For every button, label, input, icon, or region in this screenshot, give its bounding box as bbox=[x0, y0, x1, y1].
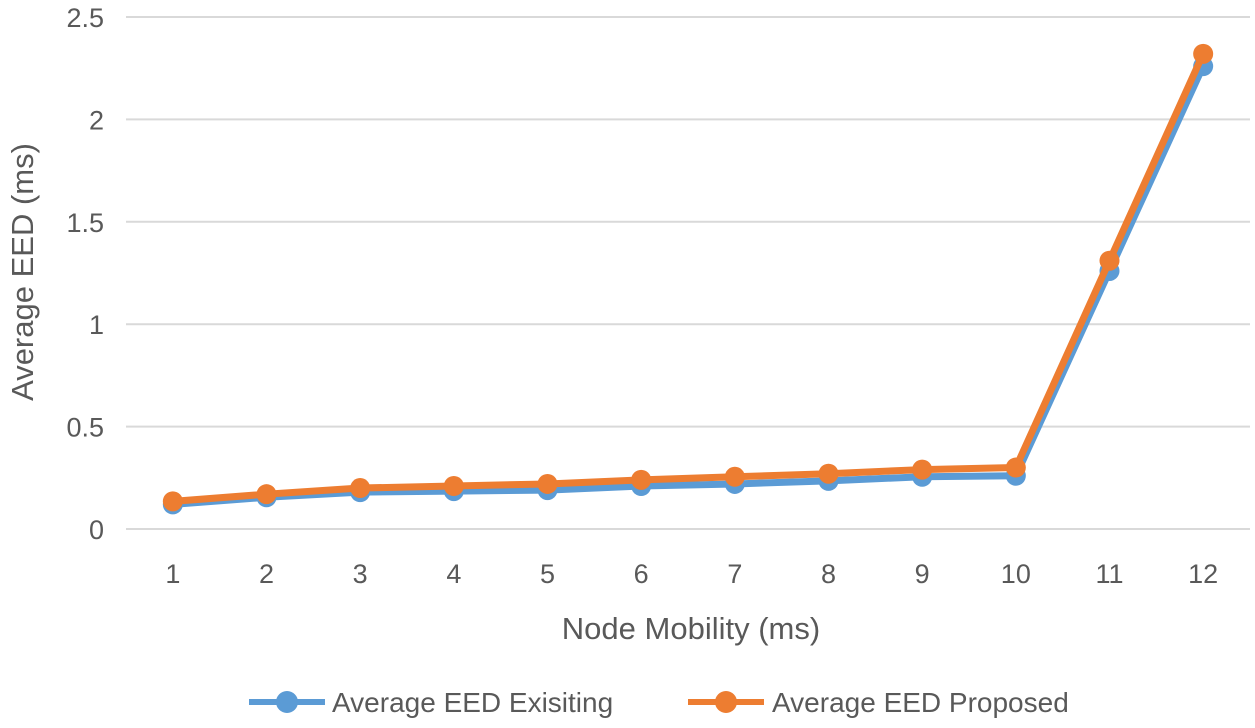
x-tick-label: 11 bbox=[1095, 559, 1123, 589]
x-tick-label: 12 bbox=[1188, 559, 1218, 589]
data-point bbox=[818, 463, 839, 484]
data-point bbox=[631, 469, 652, 490]
x-tick-label: 4 bbox=[446, 559, 461, 589]
y-tick-label: 1 bbox=[89, 310, 104, 340]
series-line bbox=[169, 62, 1207, 508]
data-point bbox=[724, 466, 745, 487]
legend-item-existing: Average EED Exisiting bbox=[249, 687, 613, 718]
series-existing bbox=[162, 56, 1214, 515]
series-line bbox=[169, 50, 1207, 505]
legend-marker-existing bbox=[276, 691, 298, 713]
y-tick-label: 0.5 bbox=[66, 413, 104, 443]
y-tick-label: 2.5 bbox=[66, 3, 104, 33]
y-axis-title: Average EED (ms) bbox=[5, 143, 40, 401]
x-tick-label: 1 bbox=[165, 559, 180, 589]
data-point bbox=[443, 475, 464, 496]
data-point bbox=[256, 484, 277, 505]
x-tick-label: 5 bbox=[540, 559, 555, 589]
x-axis-ticks: 1 2 3 4 5 6 7 8 9 10 11 12 bbox=[165, 559, 1218, 589]
data-point bbox=[1099, 250, 1120, 271]
legend-label-proposed: Average EED Proposed bbox=[772, 687, 1069, 718]
legend-label-existing: Average EED Exisiting bbox=[332, 687, 613, 718]
data-point bbox=[912, 459, 933, 480]
x-tick-label: 3 bbox=[353, 559, 368, 589]
x-tick-label: 9 bbox=[915, 559, 930, 589]
data-point bbox=[162, 491, 183, 512]
y-tick-label: 2 bbox=[89, 105, 104, 135]
x-tick-label: 10 bbox=[1001, 559, 1031, 589]
x-axis-title: Node Mobility (ms) bbox=[562, 611, 820, 646]
legend-marker-proposed bbox=[715, 691, 737, 713]
x-tick-label: 6 bbox=[634, 559, 649, 589]
x-tick-label: 8 bbox=[821, 559, 836, 589]
gridlines bbox=[126, 16, 1250, 530]
series-lines bbox=[162, 43, 1214, 515]
series-proposed bbox=[162, 43, 1214, 512]
data-point bbox=[537, 473, 558, 494]
legend-item-proposed: Average EED Proposed bbox=[688, 687, 1069, 718]
data-point bbox=[1193, 43, 1214, 64]
y-tick-label: 0 bbox=[89, 515, 104, 545]
x-tick-label: 2 bbox=[259, 559, 274, 589]
data-point bbox=[1005, 457, 1026, 478]
y-tick-label: 1.5 bbox=[66, 208, 104, 238]
legend: Average EED Exisiting Average EED Propos… bbox=[249, 687, 1069, 718]
data-point bbox=[350, 478, 371, 499]
x-tick-label: 7 bbox=[727, 559, 742, 589]
y-axis-ticks: 0 0.5 1 1.5 2 2.5 bbox=[66, 3, 104, 545]
